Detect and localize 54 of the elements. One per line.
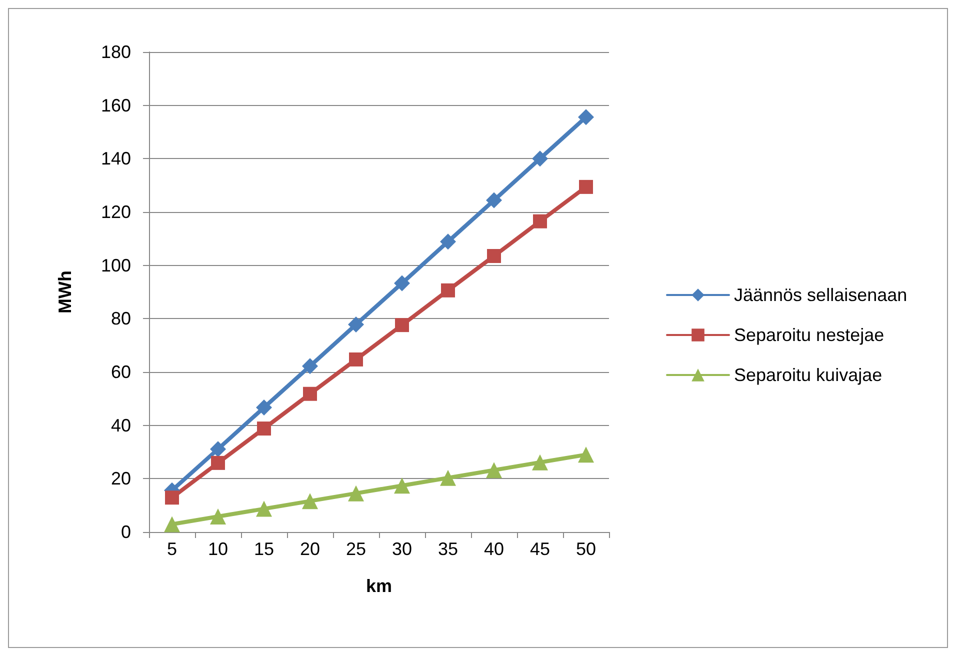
point [533, 214, 547, 228]
x-tick-label: 40 [484, 539, 504, 559]
point [302, 358, 318, 374]
legend-label: Jäännös sellaisenaan [734, 285, 908, 305]
point [440, 470, 456, 486]
x-tick-label: 25 [346, 539, 366, 559]
point [486, 462, 502, 478]
y-tick-label: 80 [110, 308, 131, 329]
x-tick-label: 45 [530, 539, 550, 559]
point [394, 275, 410, 292]
point [579, 180, 593, 194]
x-tick-label: 5 [166, 539, 178, 559]
x-tick-label: 50 [576, 539, 596, 559]
y-tick-label: 0 [120, 522, 131, 542]
point [256, 500, 272, 517]
point [348, 485, 364, 502]
point [532, 454, 548, 470]
point [441, 283, 455, 298]
x-tick-label: 35 [438, 539, 458, 559]
point [395, 318, 409, 332]
y-tick-label: 160 [100, 95, 131, 116]
x-tick-label: 15 [254, 539, 274, 559]
point [165, 490, 179, 505]
point [257, 422, 271, 436]
y-tick-label: 60 [110, 362, 131, 382]
y-axis-title: MWh [55, 270, 75, 314]
x-tick-label: 20 [300, 539, 320, 559]
point [348, 316, 364, 333]
x-tick-label: 30 [392, 539, 412, 559]
point [532, 150, 548, 167]
y-tick-label: 20 [110, 468, 131, 489]
point [394, 478, 410, 494]
y-tick-label: 40 [110, 415, 131, 436]
legend-label: Separoitu nestejae [734, 325, 884, 345]
legend-label: Separoitu kuivajae [734, 365, 882, 385]
point [256, 399, 272, 416]
point [211, 456, 225, 470]
point [349, 352, 363, 366]
y-tick-label: 180 [100, 42, 131, 62]
point [302, 493, 318, 510]
y-tick-label: 140 [100, 148, 131, 169]
x-axis-title: km [366, 576, 392, 596]
point [440, 234, 456, 250]
point [164, 516, 180, 532]
point [578, 446, 594, 463]
x-tick-label: 10 [208, 539, 228, 559]
point [578, 109, 594, 126]
y-tick-label: 120 [100, 202, 131, 222]
point [303, 386, 317, 401]
point [486, 192, 502, 208]
y-tick-label: 100 [100, 255, 131, 276]
point [210, 508, 226, 525]
point [487, 249, 501, 263]
point [210, 441, 226, 458]
